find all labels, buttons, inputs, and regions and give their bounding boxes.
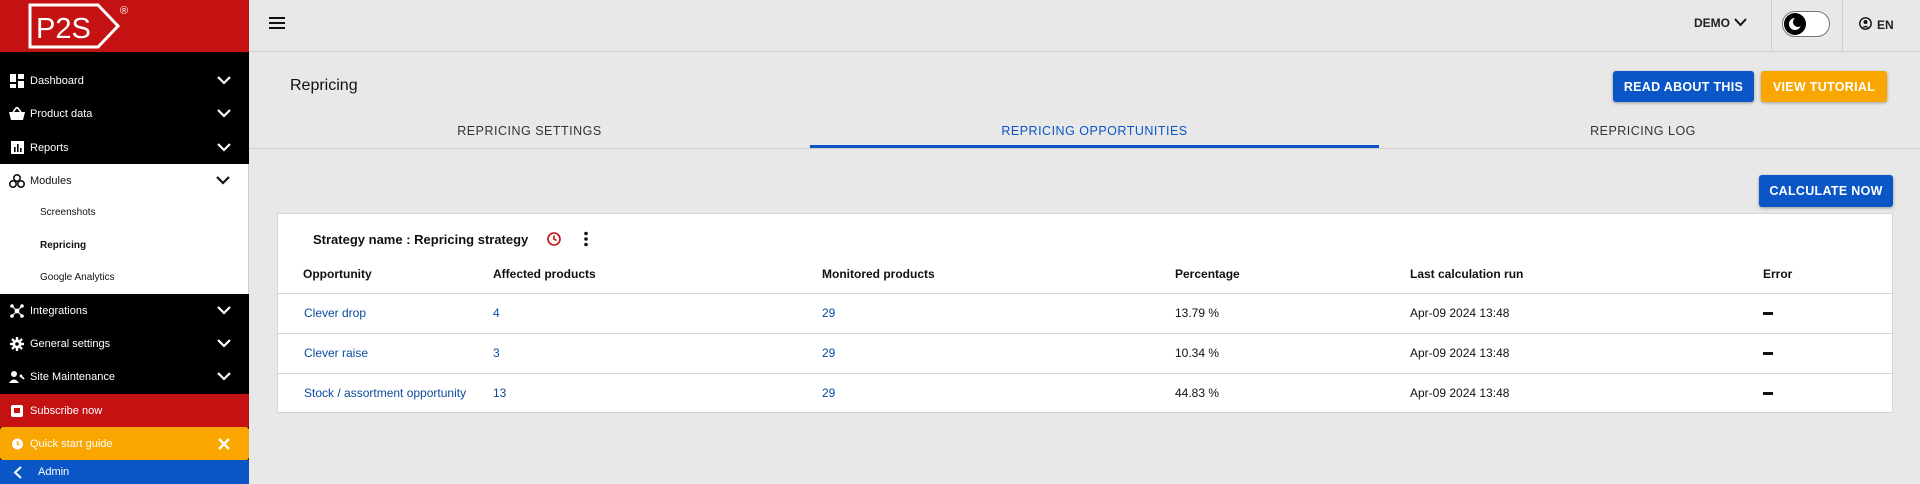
chevron-down-icon[interactable] — [214, 71, 234, 91]
tabs-divider — [249, 148, 1920, 149]
account-label: DEMO — [1694, 16, 1730, 30]
sidebar-item-label: Integrations — [30, 304, 88, 317]
p2s-logo: P2S ® — [28, 3, 128, 49]
tab-repricing-log[interactable]: REPRICING LOG — [1590, 123, 1696, 138]
modules-icon — [8, 172, 26, 190]
sidebar-item-reports[interactable]: Reports — [0, 131, 249, 164]
view-tutorial-button[interactable]: VIEW TUTORIAL — [1761, 71, 1887, 102]
tab-repricing-settings[interactable]: REPRICING SETTINGS — [457, 123, 602, 138]
sidebar-item-label: Dashboard — [30, 74, 84, 87]
sidebar-item-product-data[interactable]: Product data — [0, 97, 249, 130]
sidebar-item-integrations[interactable]: Integrations — [0, 294, 249, 327]
modules-submenu: Screenshots Repricing Google Analytics — [0, 197, 249, 294]
chevron-down-icon[interactable] — [214, 367, 234, 387]
clock-icon[interactable] — [546, 231, 562, 252]
menu-icon[interactable] — [269, 16, 289, 36]
sidebar-item-label: Modules — [30, 174, 72, 187]
calculate-now-button[interactable]: CALCULATE NOW — [1759, 175, 1893, 207]
integrations-icon — [8, 302, 26, 320]
opportunity-link[interactable]: Stock / assortment opportunity — [304, 386, 467, 400]
chevron-down-icon[interactable] — [214, 301, 234, 321]
globe-user-icon — [1859, 17, 1872, 33]
strategy-title: Strategy name : Repricing strategy — [313, 232, 529, 247]
subscribe-icon — [8, 402, 26, 420]
divider — [1771, 0, 1772, 52]
strategy-card: Strategy name : Repricing strategy Oppor… — [277, 213, 1893, 413]
reports-icon — [8, 139, 26, 157]
more-vertical-icon[interactable] — [583, 231, 589, 252]
table-row: Clever raise 3 29 10.34 % Apr-09 2024 13… — [278, 333, 1892, 373]
table-row: Stock / assortment opportunity 13 29 44.… — [278, 373, 1892, 413]
last-run-value: Apr-09 2024 13:48 — [1410, 346, 1510, 360]
sidebar-item-dashboard[interactable]: Dashboard — [0, 64, 249, 97]
affected-products-link[interactable]: 4 — [493, 306, 500, 320]
chevron-down-icon — [1734, 16, 1747, 30]
svg-text:®: ® — [120, 5, 128, 17]
percentage-value: 13.79 % — [1175, 306, 1220, 320]
percentage-value: 10.34 % — [1175, 346, 1220, 360]
basket-icon — [8, 105, 26, 123]
sidebar-item-label: Site Maintenance — [30, 370, 115, 383]
admin-label: Admin — [38, 466, 70, 478]
column-header-last-calculation-run: Last calculation run — [1410, 267, 1524, 281]
chevron-left-icon — [8, 463, 26, 481]
opportunity-link[interactable]: Clever raise — [304, 346, 369, 360]
chevron-down-icon[interactable] — [214, 334, 234, 354]
sidebar-item-general-settings[interactable]: General settings — [0, 327, 249, 360]
active-tab-indicator — [810, 145, 1379, 148]
topbar: DEMO EN — [249, 0, 1920, 52]
monitored-products-link[interactable]: 29 — [822, 346, 836, 360]
column-header-affected-products: Affected products — [493, 267, 596, 281]
language-selector[interactable]: EN — [1859, 17, 1894, 33]
chevron-down-icon[interactable] — [214, 104, 234, 124]
tab-repricing-opportunities[interactable]: REPRICING OPPORTUNITIES — [1001, 123, 1188, 138]
page-title: Repricing — [290, 77, 358, 94]
sidebar: P2S ® Dashboard Product data Reports Mod… — [0, 0, 249, 484]
language-label: EN — [1877, 18, 1894, 32]
chevron-down-icon[interactable] — [213, 171, 233, 191]
logo-area[interactable]: P2S ® — [0, 0, 249, 52]
no-error-dash — [1763, 312, 1773, 315]
sidebar-subitem-repricing[interactable]: Repricing — [40, 240, 87, 251]
subscribe-label: Subscribe now — [30, 404, 103, 417]
no-error-dash — [1763, 352, 1773, 355]
column-header-opportunity: Opportunity — [303, 267, 372, 281]
account-dropdown[interactable]: DEMO — [1694, 16, 1747, 30]
last-run-value: Apr-09 2024 13:48 — [1410, 386, 1510, 400]
percentage-value: 44.83 % — [1175, 386, 1220, 400]
last-run-value: Apr-09 2024 13:48 — [1410, 306, 1510, 320]
affected-products-link[interactable]: 13 — [493, 386, 507, 400]
stopwatch-icon — [8, 435, 26, 453]
gear-icon — [8, 335, 26, 353]
quick-start-label: Quick start guide — [30, 437, 113, 450]
maintenance-icon — [8, 368, 26, 386]
divider — [1842, 0, 1843, 52]
svg-text:P2S: P2S — [36, 13, 91, 45]
column-header-error: Error — [1763, 267, 1793, 281]
sidebar-item-label: Reports — [30, 141, 69, 154]
sidebar-item-label: Product data — [30, 107, 93, 120]
close-icon[interactable] — [214, 434, 234, 454]
read-about-button[interactable]: READ ABOUT THIS — [1613, 71, 1754, 102]
sidebar-item-label: General settings — [30, 337, 111, 350]
opportunity-link[interactable]: Clever drop — [304, 306, 367, 320]
chevron-down-icon[interactable] — [214, 138, 234, 158]
affected-products-link[interactable]: 3 — [493, 346, 500, 360]
column-header-monitored-products: Monitored products — [822, 267, 935, 281]
moon-icon — [1784, 13, 1806, 35]
sidebar-item-site-maintenance[interactable]: Site Maintenance — [0, 360, 249, 393]
subscribe-now-link[interactable]: Subscribe now — [0, 394, 249, 427]
column-header-percentage: Percentage — [1175, 267, 1240, 281]
admin-link[interactable]: Admin — [0, 460, 249, 484]
monitored-products-link[interactable]: 29 — [822, 386, 836, 400]
dashboard-icon — [8, 72, 26, 90]
sidebar-subitem-google-analytics[interactable]: Google Analytics — [40, 272, 115, 283]
theme-toggle[interactable] — [1782, 11, 1830, 37]
sidebar-subitem-screenshots[interactable]: Screenshots — [40, 207, 96, 218]
quick-start-guide[interactable]: Quick start guide — [0, 427, 249, 460]
sidebar-item-modules[interactable]: Modules — [0, 164, 249, 197]
monitored-products-link[interactable]: 29 — [822, 306, 836, 320]
no-error-dash — [1763, 392, 1773, 395]
table-row: Clever drop 4 29 13.79 % Apr-09 2024 13:… — [278, 293, 1892, 333]
